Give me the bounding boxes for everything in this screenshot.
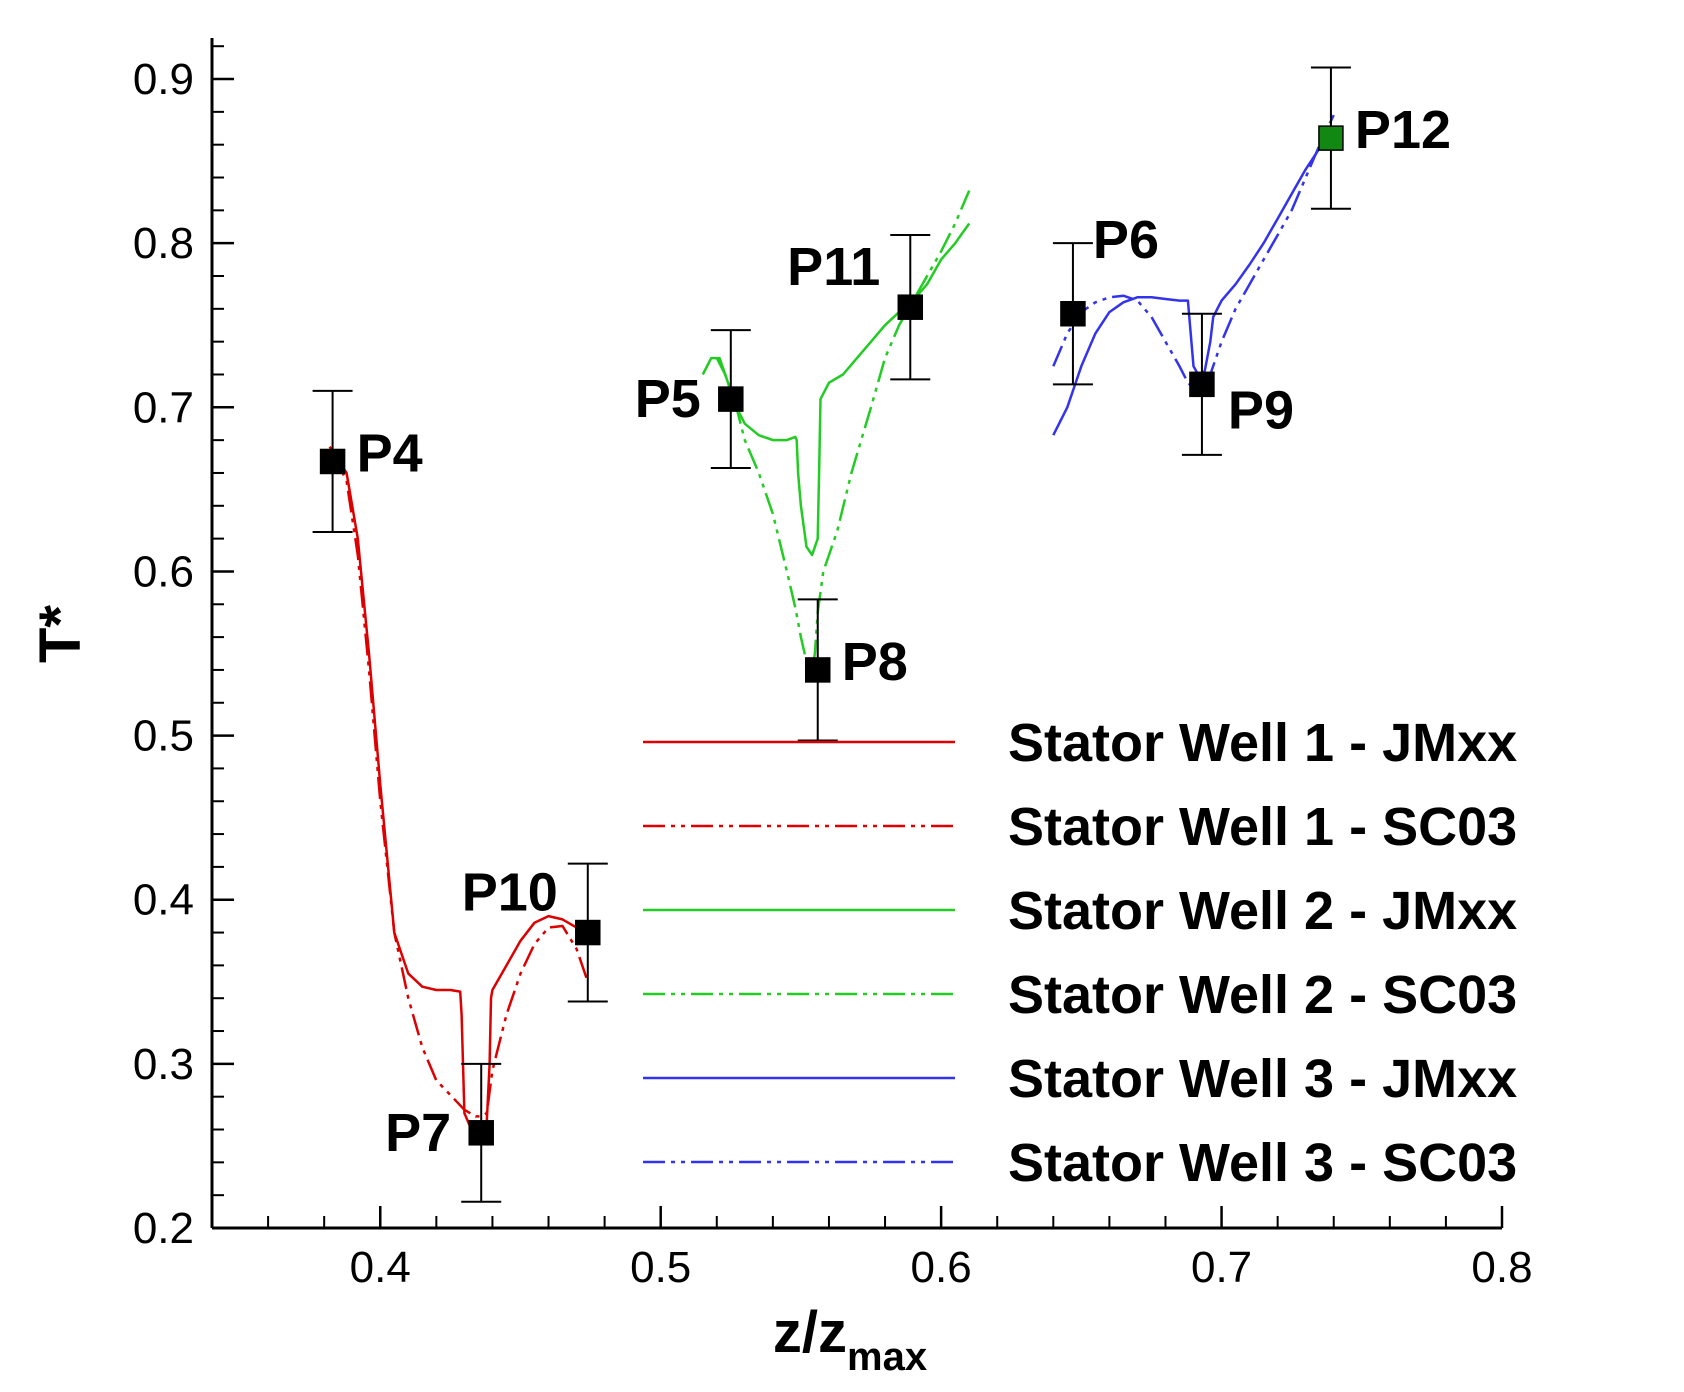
point-label-p12: P12	[1355, 100, 1451, 160]
x-tick-label: 0.4	[350, 1243, 411, 1292]
x-axis-title-subscript: max	[847, 1335, 927, 1379]
y-tick-label: 0.7	[133, 383, 194, 432]
point-label-p5: P5	[635, 369, 701, 429]
y-tick-label: 0.4	[133, 876, 194, 925]
point-p4: P4	[312, 389, 423, 534]
marker-p10	[575, 919, 601, 946]
marker-p6	[1060, 301, 1086, 327]
point-p12: P12	[1310, 66, 1451, 210]
y-tick-label: 0.9	[133, 55, 194, 104]
legend-label-1: Stator Well 1 - JMxx	[1008, 713, 1517, 773]
x-tick-label: 0.8	[1471, 1243, 1532, 1292]
point-p11: P11	[787, 233, 931, 381]
legend-item-2: Stator Well 1 - SC03	[643, 797, 1517, 857]
x-tick-label: 0.5	[630, 1243, 691, 1292]
point-label-p11: P11	[787, 237, 880, 297]
points-layer: P4 P7 P10 P5 P8 P11 P6 P9 P12	[312, 66, 1451, 1203]
x-axis-title: z/zmax	[773, 1300, 927, 1379]
point-label-p8: P8	[842, 632, 908, 692]
marker-p8	[804, 657, 831, 683]
marker-p12	[1318, 125, 1344, 151]
series-line-6	[1052, 114, 1335, 389]
x-tick-label: 0.6	[911, 1243, 972, 1292]
marker-p4	[319, 448, 346, 475]
point-label-p4: P4	[357, 423, 423, 483]
legend-item-3: Stator Well 2 - JMxx	[643, 881, 1517, 941]
axes: 0.4 0.5 0.6 0.7 0.8 0.2 0.3 0.4 0.5 0.6 0.7 0.8 0.9	[133, 38, 1533, 1292]
y-tick-label: 0.6	[133, 547, 194, 596]
series-line-1	[328, 446, 591, 1131]
y-tick-label: 0.8	[133, 219, 194, 268]
legend: Stator Well 1 - JMxx Stator Well 1 - SC03…	[643, 713, 1517, 1193]
marker-p7	[468, 1120, 494, 1146]
legend-label-5: Stator Well 3 - JMxx	[1008, 1049, 1517, 1109]
marker-p9	[1189, 371, 1215, 398]
series-line-5	[1052, 127, 1335, 436]
point-label-p9: P9	[1228, 380, 1294, 440]
point-p8: P8	[797, 598, 908, 742]
legend-label-3: Stator Well 2 - JMxx	[1008, 881, 1517, 941]
point-p7: P7	[385, 1062, 502, 1203]
x-axis-title-main: z/z	[773, 1300, 847, 1365]
point-p6: P6	[1052, 210, 1159, 386]
series-line-2	[328, 446, 589, 1118]
y-tick-label: 0.5	[133, 712, 194, 761]
marker-p11	[897, 294, 924, 320]
marker-p5	[718, 386, 744, 412]
point-p9: P9	[1181, 312, 1294, 456]
legend-item-1: Stator Well 1 - JMxx	[643, 713, 1517, 773]
legend-item-5: Stator Well 3 - JMxx	[643, 1049, 1517, 1109]
point-label-p6: P6	[1093, 210, 1159, 270]
point-label-p10: P10	[462, 863, 558, 923]
point-p10: P10	[462, 863, 608, 1003]
legend-label-4: Stator Well 2 - SC03	[1008, 965, 1517, 1025]
legend-label-2: Stator Well 1 - SC03	[1008, 797, 1517, 857]
y-tick-label: 0.3	[133, 1040, 194, 1089]
y-axis-title: T*	[28, 605, 93, 663]
legend-item-4: Stator Well 2 - SC03	[643, 965, 1517, 1025]
y-tick-label: 0.2	[133, 1204, 194, 1253]
legend-item-6: Stator Well 3 - SC03	[643, 1133, 1517, 1193]
legend-label-6: Stator Well 3 - SC03	[1008, 1133, 1517, 1193]
x-tick-label: 0.7	[1191, 1243, 1252, 1292]
point-p5: P5	[635, 329, 751, 470]
point-label-p7: P7	[385, 1103, 451, 1163]
